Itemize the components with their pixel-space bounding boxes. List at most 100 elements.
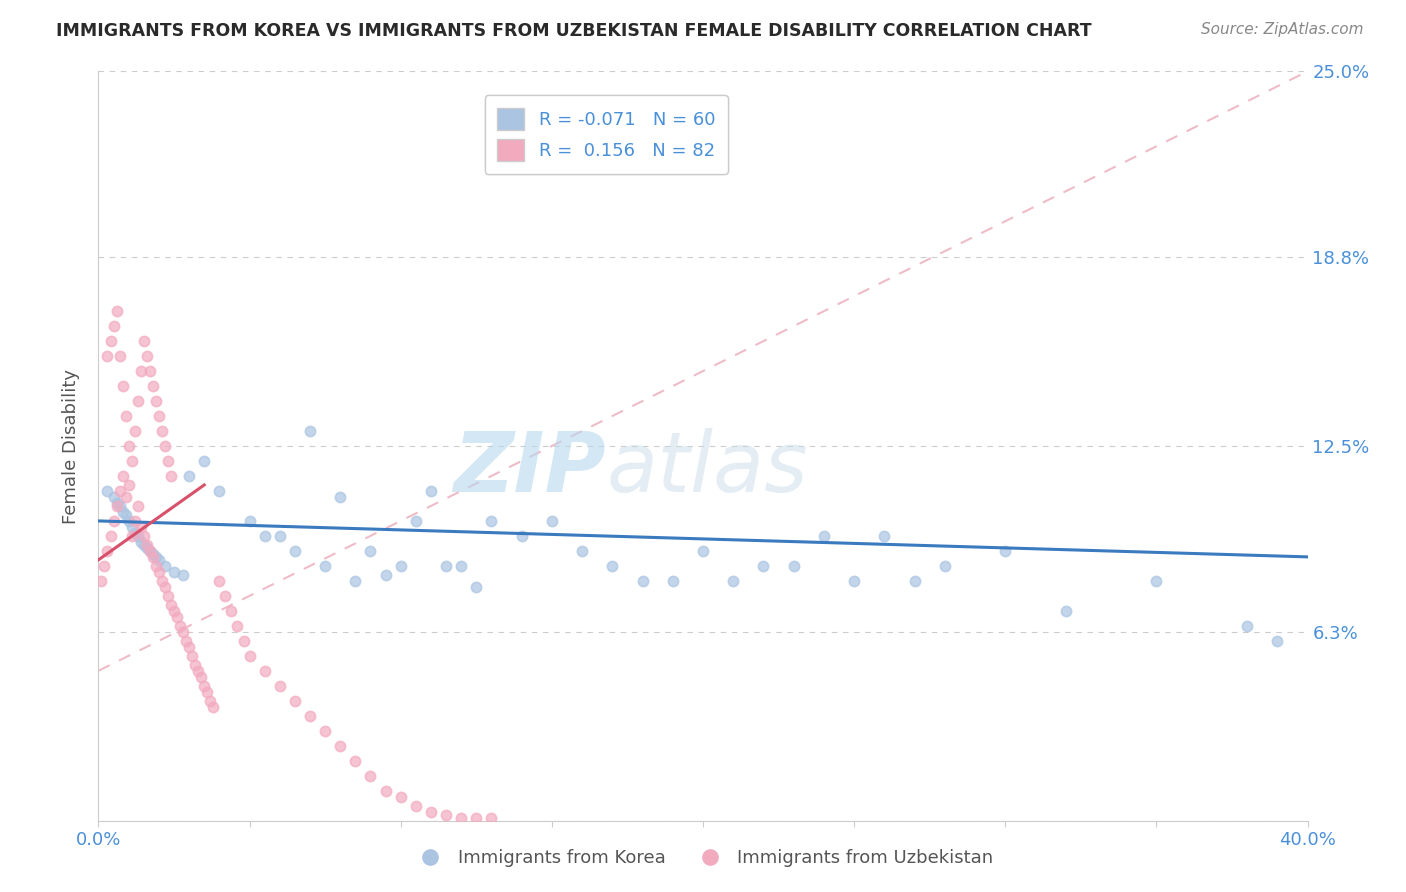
Point	[193, 454, 215, 468]
Point	[118, 478, 141, 492]
Point	[153, 558, 176, 573]
Point	[434, 558, 457, 573]
Point	[118, 439, 141, 453]
Point	[121, 520, 143, 534]
Point	[148, 553, 170, 567]
Point	[142, 379, 165, 393]
Point	[481, 811, 503, 825]
Point	[172, 624, 194, 639]
Point	[103, 514, 125, 528]
Point	[284, 694, 307, 708]
Point	[96, 544, 118, 558]
Point	[148, 565, 170, 579]
Point	[934, 558, 956, 573]
Legend: Immigrants from Korea, Immigrants from Uzbekistan: Immigrants from Korea, Immigrants from U…	[405, 842, 1001, 874]
Point	[994, 544, 1017, 558]
Point	[96, 483, 118, 498]
Point	[221, 604, 243, 618]
Point	[96, 349, 118, 363]
Point	[752, 558, 775, 573]
Point	[813, 529, 835, 543]
Point	[200, 694, 222, 708]
Point	[434, 807, 457, 822]
Point	[127, 529, 149, 543]
Point	[253, 664, 276, 678]
Point	[142, 549, 165, 564]
Point	[124, 514, 146, 528]
Point	[114, 508, 136, 522]
Point	[389, 558, 412, 573]
Point	[139, 544, 162, 558]
Point	[127, 499, 149, 513]
Point	[360, 544, 382, 558]
Point	[181, 648, 204, 663]
Point	[202, 699, 225, 714]
Point	[163, 604, 186, 618]
Point	[111, 505, 134, 519]
Text: ZIP: ZIP	[454, 428, 606, 509]
Point	[420, 805, 443, 819]
Point	[344, 754, 367, 768]
Point	[153, 580, 176, 594]
Point	[118, 514, 141, 528]
Point	[481, 514, 503, 528]
Point	[904, 574, 927, 588]
Point	[114, 409, 136, 423]
Point	[105, 304, 128, 318]
Point	[93, 558, 115, 573]
Point	[1054, 604, 1077, 618]
Point	[121, 529, 143, 543]
Point	[145, 558, 167, 573]
Point	[132, 529, 155, 543]
Point	[127, 394, 149, 409]
Point	[129, 535, 152, 549]
Point	[129, 364, 152, 378]
Point	[105, 499, 128, 513]
Point	[214, 589, 236, 603]
Point	[139, 544, 162, 558]
Point	[873, 529, 896, 543]
Point	[344, 574, 367, 588]
Legend: R = -0.071   N = 60, R =  0.156   N = 82: R = -0.071 N = 60, R = 0.156 N = 82	[485, 95, 728, 174]
Point	[239, 514, 262, 528]
Point	[602, 558, 624, 573]
Point	[405, 514, 427, 528]
Point	[692, 544, 714, 558]
Point	[239, 648, 262, 663]
Point	[100, 529, 122, 543]
Point	[510, 529, 533, 543]
Point	[284, 544, 307, 558]
Point	[160, 598, 183, 612]
Point	[299, 708, 322, 723]
Point	[135, 541, 157, 555]
Point	[389, 789, 412, 804]
Point	[232, 633, 254, 648]
Point	[226, 619, 249, 633]
Point	[108, 483, 131, 498]
Point	[132, 538, 155, 552]
Text: Source: ZipAtlas.com: Source: ZipAtlas.com	[1201, 22, 1364, 37]
Point	[269, 679, 291, 693]
Point	[111, 469, 134, 483]
Point	[179, 640, 201, 654]
Point	[166, 610, 188, 624]
Point	[193, 679, 215, 693]
Point	[465, 811, 488, 825]
Point	[314, 723, 336, 738]
Point	[174, 633, 197, 648]
Point	[124, 525, 146, 540]
Point	[723, 574, 745, 588]
Point	[661, 574, 683, 588]
Point	[314, 558, 336, 573]
Point	[100, 334, 122, 348]
Point	[1267, 633, 1289, 648]
Point	[160, 469, 183, 483]
Point	[153, 439, 176, 453]
Text: IMMIGRANTS FROM KOREA VS IMMIGRANTS FROM UZBEKISTAN FEMALE DISABILITY CORRELATIO: IMMIGRANTS FROM KOREA VS IMMIGRANTS FROM…	[56, 22, 1092, 40]
Point	[121, 454, 143, 468]
Point	[187, 664, 209, 678]
Point	[844, 574, 866, 588]
Point	[156, 454, 179, 468]
Point	[135, 349, 157, 363]
Point	[571, 544, 593, 558]
